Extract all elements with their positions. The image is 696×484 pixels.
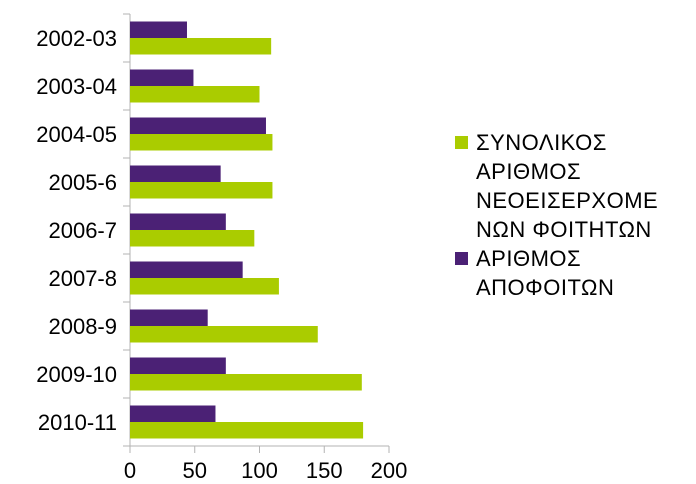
x-tick-label: 150: [306, 458, 343, 483]
legend-label: ΝΩΝ ΦΟΙΤΗΤΩΝ: [476, 217, 652, 242]
bar-new-entrants-2003-04: [130, 86, 260, 103]
bar-new-entrants-2004-05: [130, 134, 273, 151]
legend-label: ΑΠΟΦΟΙΤΩΝ: [476, 275, 614, 300]
x-tick-labels: 0 50 100 150 200: [124, 458, 407, 483]
bar-new-entrants-2005-6: [130, 182, 273, 199]
bar-graduates-2007-8: [130, 261, 243, 278]
chart-legend: ΣΥΝΟΛΙΚΟΣ ΑΡΙΘΜΟΣ ΝΕΟΕΙΣΕΡΧΟΜΕ ΝΩΝ ΦΟΙΤΗΤΩΝ…: [455, 130, 658, 300]
legend-label: ΑΡΙΘΜΟΣ: [476, 246, 581, 271]
bar-graduates-2005-6: [130, 165, 221, 182]
legend-swatch-new-entrants: [455, 136, 468, 149]
bar-graduates-2003-04: [130, 69, 194, 86]
bar-graduates-2004-05: [130, 117, 266, 134]
x-tick-label: 200: [371, 458, 408, 483]
x-tick-label: 100: [241, 458, 278, 483]
bar-graduates-2002-03: [130, 21, 187, 38]
legend-swatch-graduates: [455, 252, 468, 265]
category-label: 2004-05: [36, 122, 117, 147]
chart-bars: [130, 21, 364, 439]
legend-label: ΑΡΙΘΜΟΣ: [476, 159, 581, 184]
bar-new-entrants-2008-9: [130, 326, 318, 343]
category-label: 2005-6: [48, 170, 117, 195]
category-label: 2007-8: [48, 266, 117, 291]
category-labels: 2002-03 2003-04 2004-05 2005-6 2006-7 2007-8 2…: [36, 26, 117, 435]
bar-new-entrants-2002-03: [130, 38, 272, 55]
bar-new-entrants-2007-8: [130, 278, 279, 295]
x-tick-label: 50: [183, 458, 207, 483]
legend-label: ΝΕΟΕΙΣΕΡΧΟΜΕ: [476, 188, 658, 213]
bar-new-entrants-2010-11: [130, 422, 364, 439]
bar-new-entrants-2006-7: [130, 230, 255, 247]
bar-graduates-2010-11: [130, 405, 216, 422]
category-label: 2009-10: [36, 362, 117, 387]
category-label: 2002-03: [36, 26, 117, 51]
bar-graduates-2009-10: [130, 357, 226, 374]
category-label: 2010-11: [38, 410, 117, 435]
category-label: 2008-9: [48, 314, 117, 339]
category-label: 2003-04: [36, 74, 117, 99]
bar-new-entrants-2009-10: [130, 374, 362, 391]
category-label: 2006-7: [48, 218, 117, 243]
bar-graduates-2006-7: [130, 213, 226, 230]
x-tick-label: 0: [124, 458, 136, 483]
legend-label: ΣΥΝΟΛΙΚΟΣ: [476, 130, 607, 155]
bar-graduates-2008-9: [130, 309, 208, 326]
